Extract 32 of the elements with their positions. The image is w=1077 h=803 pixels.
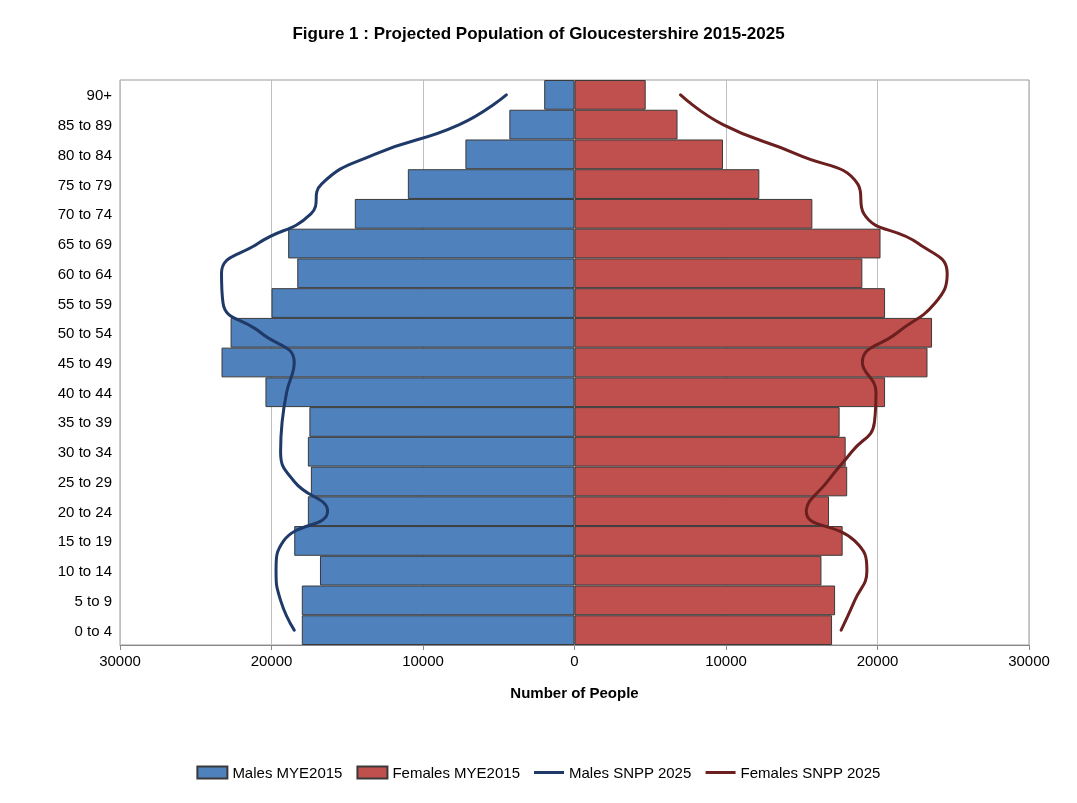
- y-tick-label: 5 to 9: [74, 591, 112, 609]
- y-tick-label: 55 to 59: [57, 294, 112, 312]
- x-tick-label: 20000: [856, 652, 899, 669]
- y-tick-label: 85 to 89: [57, 116, 112, 134]
- x-tick-label: 10000: [402, 652, 444, 669]
- y-tick-label: 50 to 54: [57, 324, 112, 342]
- x-tick-label: 30000: [1008, 652, 1050, 669]
- y-tick-label: 90+: [86, 86, 113, 104]
- y-tick-label: 70 to 74: [57, 205, 112, 223]
- x-tick-label: 20000: [250, 652, 293, 669]
- y-tick-label: 25 to 29: [57, 472, 112, 490]
- y-tick-label: 45 to 49: [57, 354, 112, 371]
- y-tick-label: 65 to 69: [57, 235, 112, 253]
- legend-label: Males SNPP 2025: [568, 764, 692, 781]
- y-tick-label: 75 to 79: [57, 175, 112, 193]
- y-tick-label: 80 to 84: [57, 145, 112, 163]
- legend-label: Males MYE2015: [232, 764, 343, 781]
- x-tick-label: 30000: [99, 652, 141, 669]
- legend-label: Females MYE2015: [392, 764, 520, 781]
- y-tick-label: 15 to 19: [57, 532, 112, 550]
- y-tick-label: 60 to 64: [57, 264, 112, 282]
- x-tick-label: 10000: [705, 652, 747, 669]
- y-tick-label: 20 to 24: [57, 502, 112, 520]
- y-tick-label: 35 to 39: [57, 413, 112, 431]
- chart-title: Figure 1 : Projected Population of Gloucestershire 2015-2025: [292, 24, 785, 43]
- y-tick-label: 10 to 14: [57, 562, 112, 580]
- x-axis-title: Number of People: [510, 684, 639, 701]
- legend-label: Females SNPP 2025: [740, 764, 881, 781]
- y-tick-label: 40 to 44: [57, 383, 112, 401]
- y-tick-label: 30 to 34: [57, 443, 112, 461]
- x-tick-label: 0: [570, 652, 579, 669]
- y-tick-label: 0 to 4: [74, 621, 112, 639]
